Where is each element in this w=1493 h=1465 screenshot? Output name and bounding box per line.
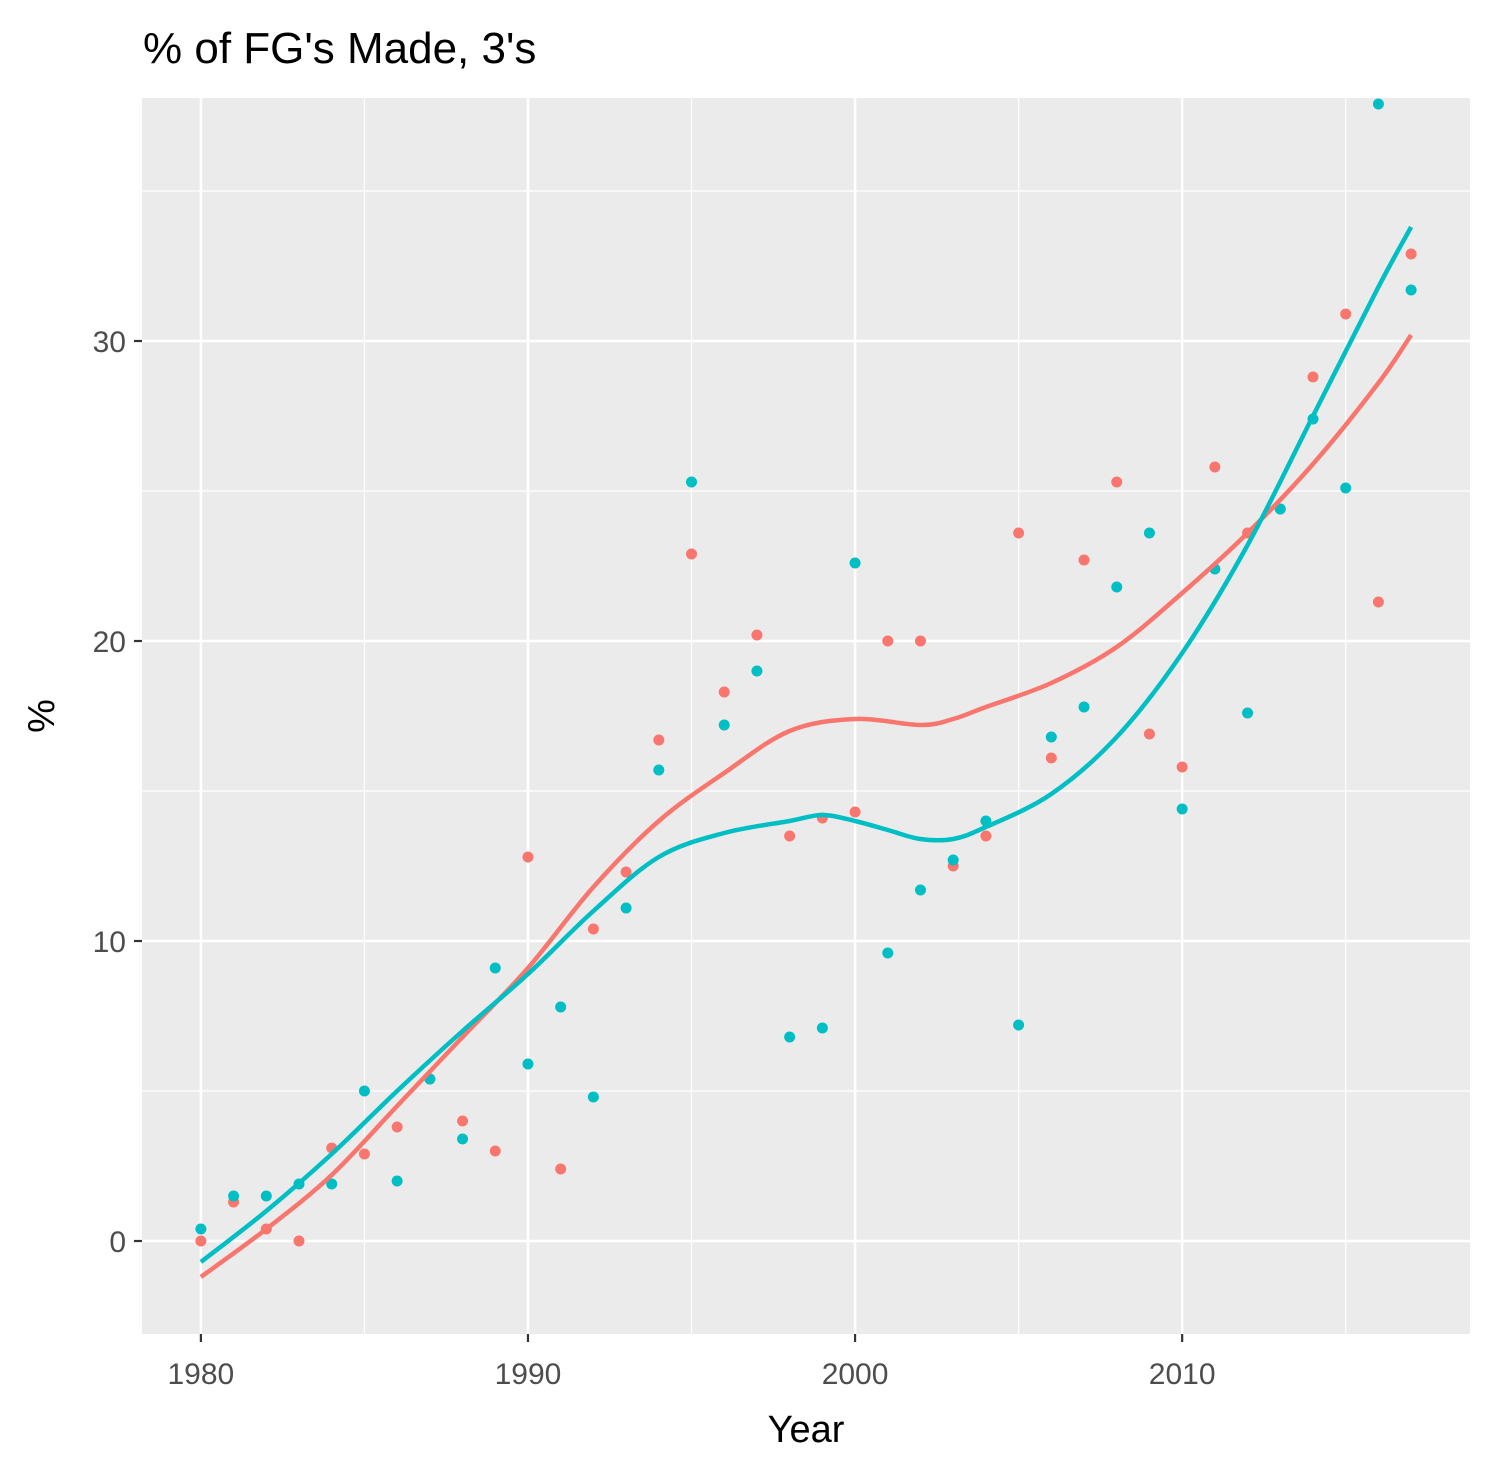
data-point-series-2: [358, 1085, 370, 1097]
data-point-series-1: [1340, 308, 1352, 320]
data-point-series-2: [1013, 1019, 1025, 1031]
data-point-series-1: [195, 1235, 207, 1247]
y-axis-title: %: [21, 699, 63, 733]
data-point-series-2: [489, 962, 501, 974]
data-point-series-1: [653, 734, 665, 746]
data-point-series-1: [489, 1145, 501, 1157]
data-point-series-2: [816, 1022, 828, 1034]
data-point-series-2: [686, 476, 698, 488]
data-point-series-2: [522, 1058, 534, 1070]
y-tick-label: 10: [93, 926, 126, 959]
y-tick-label: 20: [93, 626, 126, 659]
data-point-series-2: [849, 557, 861, 569]
tick-labels: 1980 1990 2000 2010 0 10 20 30: [93, 326, 1216, 1391]
data-point-series-2: [457, 1133, 469, 1145]
data-point-series-2: [718, 719, 730, 731]
data-point-series-2: [620, 902, 632, 914]
x-tick-label: 1990: [495, 1358, 562, 1391]
data-point-series-2: [1045, 731, 1057, 743]
data-point-series-2: [326, 1178, 338, 1190]
y-tick-label: 0: [109, 1226, 126, 1259]
data-point-series-1: [587, 923, 599, 935]
x-axis-title: Year: [768, 1409, 845, 1451]
data-point-series-2: [587, 1091, 599, 1103]
data-point-series-1: [620, 866, 632, 878]
data-point-series-1: [358, 1148, 370, 1160]
data-point-series-2: [555, 1001, 567, 1013]
data-point-series-1: [718, 686, 730, 698]
data-point-series-1: [457, 1115, 469, 1127]
data-point-series-2: [228, 1190, 240, 1202]
data-point-series-2: [947, 854, 959, 866]
data-point-series-1: [1307, 371, 1319, 383]
data-point-series-2: [1078, 701, 1090, 713]
data-point-series-2: [882, 947, 894, 959]
data-point-series-1: [1209, 461, 1221, 473]
data-point-series-2: [1274, 503, 1286, 515]
y-tick-label: 30: [93, 326, 126, 359]
smooth-line-series-1: [199, 333, 1413, 1279]
x-tick-label: 1980: [168, 1358, 235, 1391]
x-tick-label: 2010: [1149, 1358, 1216, 1391]
data-point-series-1: [882, 635, 894, 647]
data-point-series-1: [1013, 527, 1025, 539]
data-point-series-2: [1111, 581, 1123, 593]
data-point-series-1: [751, 629, 763, 641]
data-point-series-1: [522, 851, 534, 863]
data-point-series-2: [784, 1031, 796, 1043]
axis-ticks: [134, 339, 1184, 1342]
data-point-series-1: [1176, 761, 1188, 773]
data-point-series-1: [914, 635, 926, 647]
data-point-series-1: [784, 830, 796, 842]
data-point-series-1: [686, 548, 698, 560]
data-point-series-1: [1372, 596, 1384, 608]
data-point-series-1: [1111, 476, 1123, 488]
chart-title: % of FG's Made, 3's: [143, 24, 536, 73]
data-point-series-1: [1078, 554, 1090, 566]
data-point-series-2: [1143, 527, 1155, 539]
data-point-series-2: [653, 764, 665, 776]
data-point-series-2: [260, 1190, 272, 1202]
data-point-series-2: [751, 665, 763, 677]
data-point-series-1: [555, 1163, 567, 1175]
plot-panel: [142, 98, 1470, 1334]
data-point-series-2: [914, 884, 926, 896]
data-point-series-2: [1405, 284, 1417, 296]
data-point-series-1: [1405, 248, 1417, 260]
data-point-series-1: [1045, 752, 1057, 764]
data-point-series-1: [1143, 728, 1155, 740]
series-smooth: [199, 225, 1414, 1279]
series-points: [195, 98, 1417, 1247]
data-point-series-2: [1176, 803, 1188, 815]
data-point-series-1: [293, 1235, 305, 1247]
data-point-series-2: [1340, 482, 1352, 494]
grid-major: [142, 98, 1470, 1334]
data-point-series-2: [1242, 707, 1254, 719]
data-point-series-1: [849, 806, 861, 818]
x-tick-label: 2000: [822, 1358, 889, 1391]
data-point-series-1: [980, 830, 992, 842]
data-point-series-2: [195, 1223, 207, 1235]
data-point-series-2: [1372, 98, 1384, 110]
data-point-series-1: [391, 1121, 403, 1133]
smooth-line-series-2: [199, 225, 1414, 1264]
data-point-series-2: [391, 1175, 403, 1187]
